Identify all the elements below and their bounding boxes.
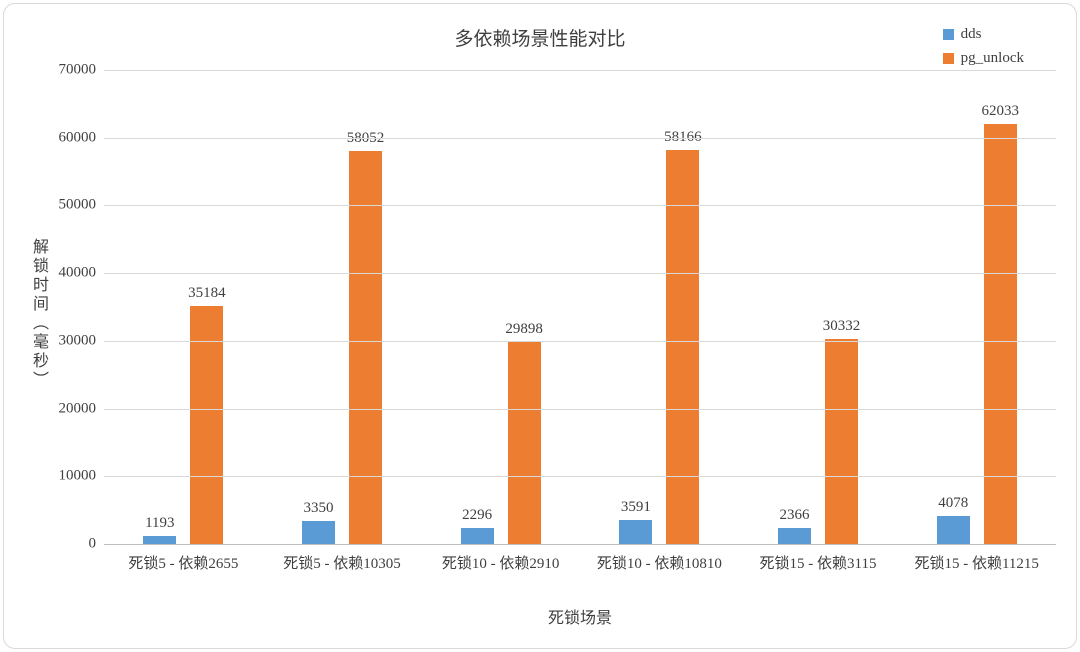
legend-item-dds: dds	[942, 26, 1024, 43]
bar-value-label: 2296	[462, 507, 493, 524]
gridline	[104, 476, 1056, 478]
bar-groups: 1193 35184 3350 58052 2296 29898 3591 58166 2366…	[104, 70, 1056, 544]
bar-value-label: 4078	[938, 495, 969, 512]
bar-pg_unlock: 29898	[505, 321, 543, 544]
bar-value-label: 3350	[303, 500, 334, 517]
bar-value-label: 2366	[779, 506, 810, 523]
legend-swatch-icon	[942, 29, 954, 40]
bar-value-label: 29898	[505, 320, 543, 337]
legend: dds pg_unlock	[942, 26, 1024, 67]
x-tick-label: 死锁15 - 依赖11215	[914, 556, 1039, 572]
bar-group: 4078 62033	[897, 70, 1056, 544]
bar-group: 3350 58052	[263, 70, 422, 544]
bar-group: 3591 58166	[580, 70, 739, 544]
bar-value-label: 35184	[188, 284, 226, 301]
gridline	[104, 408, 1056, 410]
x-tick-label: 死锁5 - 依赖2655	[128, 556, 239, 572]
y-tick-label: 20000	[58, 400, 97, 417]
bar-value-label: 30332	[822, 317, 861, 334]
bar-pg_unlock: 58052	[347, 130, 384, 544]
gridline	[104, 70, 1056, 71]
chart-title: 多依赖场景性能对比	[454, 29, 626, 50]
bar-pg_unlock: 30332	[823, 318, 860, 544]
y-tick-label: 40000	[58, 264, 97, 281]
gridline	[104, 205, 1056, 207]
bar-dds: 3350	[302, 500, 335, 544]
bar-value-label: 58166	[664, 129, 702, 146]
y-tick-label: 50000	[58, 196, 97, 213]
x-axis-category-labels: 死锁5 - 依赖2655 死锁5 - 依赖10305 死锁10 - 依赖2910 死锁…	[104, 552, 1056, 573]
bar-group: 1193 35184	[104, 70, 263, 544]
y-axis-ticks: 0 10000 20000 30000 40000 50000 60000 70000	[38, 62, 97, 552]
gridline	[104, 137, 1056, 139]
y-tick-label: 30000	[58, 332, 97, 349]
legend-label: dds	[960, 26, 982, 42]
bar-dds: 3591	[619, 499, 653, 544]
legend-item-pg_unlock: pg_unlock	[942, 50, 1024, 67]
y-axis-title: 解锁时间（毫秒）	[30, 238, 47, 390]
bar-pg_unlock: 58166	[664, 129, 702, 544]
bar-value-label: 1193	[145, 514, 175, 531]
y-tick-label: 60000	[58, 129, 97, 146]
bar-dds: 2296	[460, 507, 494, 544]
x-tick-label: 死锁5 - 依赖10305	[283, 556, 401, 572]
x-tick-label: 死锁15 - 依赖3115	[759, 556, 877, 572]
bar-pg_unlock: 35184	[188, 285, 226, 544]
legend-swatch-icon	[942, 53, 954, 64]
bar-dds: 2366	[778, 507, 812, 544]
x-tick-label: 死锁10 - 依赖10810	[596, 556, 722, 572]
y-tick-label: 0	[88, 535, 97, 552]
chart-frame: 多依赖场景性能对比 dds pg_unlock 解锁时间（毫秒） 0 10000 20…	[3, 3, 1077, 649]
gridline	[104, 273, 1056, 275]
x-tick-label: 死锁10 - 依赖2910	[441, 556, 560, 572]
gridline	[104, 340, 1056, 342]
y-tick-label: 70000	[58, 61, 97, 78]
legend-label: pg_unlock	[960, 50, 1024, 66]
y-tick-label: 10000	[58, 467, 97, 484]
plot-area: 1193 35184 3350 58052 2296 29898 3591 58166 2366…	[104, 70, 1056, 545]
x-axis-title: 死锁场景	[547, 610, 612, 627]
bar-pg_unlock: 62033	[981, 103, 1019, 544]
x-axis-line	[104, 544, 1056, 545]
bar-value-label: 62033	[981, 102, 1019, 119]
bar-dds: 1193	[143, 515, 177, 544]
bar-value-label: 3591	[620, 498, 651, 515]
bar-group: 2366 30332	[739, 70, 898, 544]
bar-group: 2296 29898	[421, 70, 580, 544]
bar-dds: 4078	[936, 495, 970, 544]
